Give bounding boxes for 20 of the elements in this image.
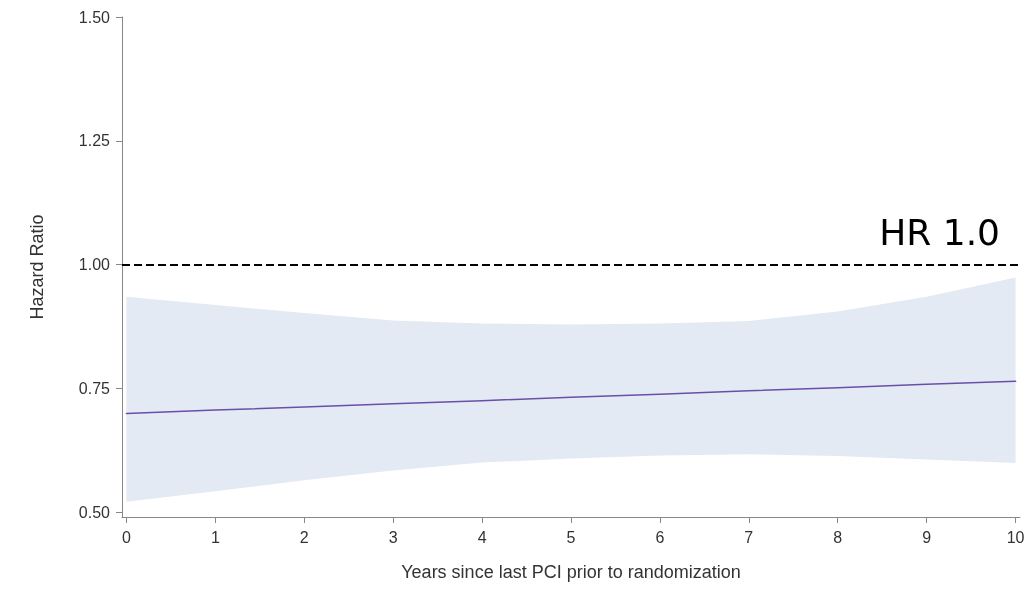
x-tick-label: 5 [566, 528, 576, 546]
x-tick-label: 9 [922, 528, 932, 546]
x-tick-label: 8 [833, 528, 843, 546]
x-tick-label: 2 [299, 528, 309, 546]
x-tick-label: 1 [210, 528, 220, 546]
x-axis-title: Years since last PCI prior to randomization [401, 562, 741, 582]
x-tick-label: 7 [744, 528, 754, 546]
ref-line-label: HR 1.0 [879, 212, 1000, 254]
line-series [125, 380, 1017, 415]
y-tick-label: 0.75 [78, 379, 111, 397]
x-tick-label: 3 [388, 528, 398, 546]
y-tick-label: 1.25 [78, 132, 111, 150]
y-tick-label: 1.00 [78, 256, 111, 274]
x-tick-label: 6 [655, 528, 665, 546]
y-tick-label: 1.50 [78, 8, 111, 26]
x-tick-label: 4 [477, 528, 487, 546]
y-tick-label: 0.50 [78, 503, 111, 521]
x-tick-label: 10 [1006, 528, 1025, 546]
y-axis-title: Hazard Ratio [27, 214, 47, 320]
x-tick-label: 0 [121, 528, 131, 546]
